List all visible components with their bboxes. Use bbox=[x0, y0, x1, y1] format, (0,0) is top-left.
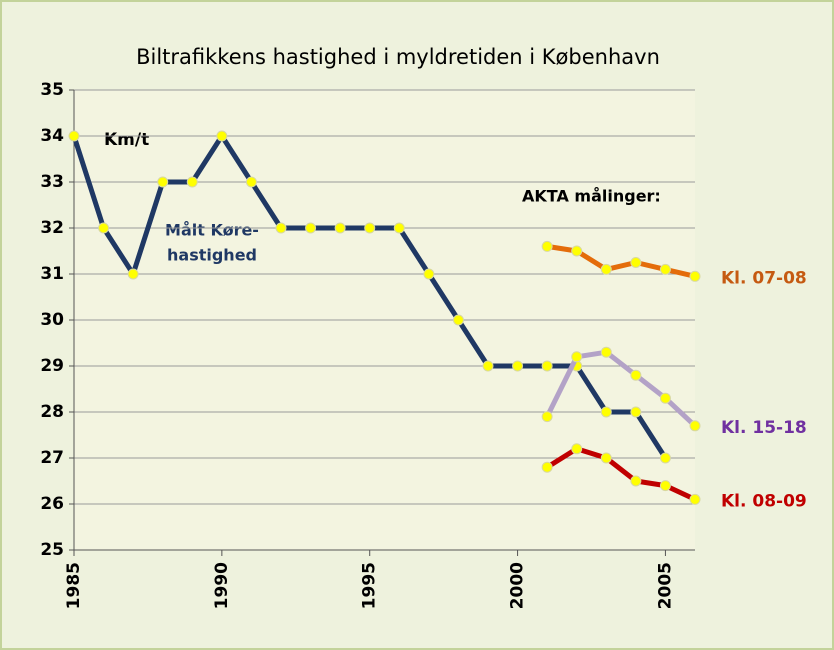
data-point bbox=[600, 263, 612, 275]
y-tick-label: 26 bbox=[40, 494, 64, 514]
y-tick-label: 25 bbox=[40, 540, 64, 560]
y-tick-label: 30 bbox=[40, 310, 64, 330]
data-point bbox=[423, 268, 435, 280]
data-point bbox=[571, 443, 583, 455]
x-tick-label: 1995 bbox=[360, 562, 380, 609]
data-point bbox=[600, 452, 612, 464]
y-tick-label: 31 bbox=[40, 264, 64, 284]
x-tick-label: 2005 bbox=[655, 562, 675, 609]
data-point bbox=[630, 257, 642, 268]
data-point bbox=[127, 268, 139, 280]
x-tick-label: 1985 bbox=[64, 562, 84, 609]
data-point bbox=[689, 270, 701, 282]
chart-title: Biltrafikkens hastighed i myldretiden i … bbox=[136, 45, 660, 69]
data-point bbox=[600, 346, 612, 358]
data-point bbox=[630, 475, 642, 487]
data-point bbox=[689, 420, 701, 432]
data-point bbox=[393, 222, 405, 234]
series-note: hastighed bbox=[167, 246, 257, 265]
data-point bbox=[305, 222, 317, 234]
data-point bbox=[659, 452, 671, 464]
data-point bbox=[659, 392, 671, 404]
y-tick-label: 28 bbox=[40, 402, 64, 422]
data-point bbox=[364, 222, 376, 234]
data-point bbox=[630, 406, 642, 418]
data-point bbox=[541, 461, 553, 473]
data-point bbox=[541, 360, 553, 372]
data-point bbox=[186, 176, 198, 188]
series-label: Kl. 15-18 bbox=[721, 418, 807, 438]
y-tick-label: 27 bbox=[40, 448, 64, 468]
data-point bbox=[541, 411, 553, 423]
group-note: AKTA målinger: bbox=[522, 187, 661, 206]
y-tick-label: 35 bbox=[40, 80, 64, 100]
data-point bbox=[571, 351, 583, 363]
data-point bbox=[482, 360, 494, 372]
data-point bbox=[216, 130, 228, 142]
data-point bbox=[245, 176, 257, 188]
y-tick-label: 34 bbox=[40, 126, 64, 146]
data-point bbox=[275, 222, 287, 234]
data-point bbox=[334, 222, 346, 234]
series-line bbox=[544, 349, 697, 428]
data-point bbox=[689, 493, 701, 505]
data-point bbox=[659, 263, 671, 275]
y-tick-label: 29 bbox=[40, 356, 64, 376]
data-point bbox=[630, 369, 642, 381]
series-label: Kl. 08-09 bbox=[721, 491, 807, 511]
data-point bbox=[571, 245, 583, 257]
series-note: Målt Køre- bbox=[165, 221, 259, 240]
data-point bbox=[659, 480, 671, 492]
data-point bbox=[68, 130, 80, 142]
unit-label: Km/t bbox=[104, 130, 149, 150]
data-point bbox=[452, 314, 464, 326]
data-point bbox=[541, 240, 553, 252]
data-point bbox=[600, 406, 612, 418]
x-tick-label: 2000 bbox=[508, 562, 528, 609]
data-point bbox=[98, 222, 110, 234]
y-tick-label: 33 bbox=[40, 172, 64, 192]
data-point bbox=[157, 176, 169, 188]
series-label: Kl. 07-08 bbox=[721, 268, 807, 288]
data-point bbox=[512, 360, 524, 372]
x-tick-label: 1990 bbox=[212, 562, 232, 609]
y-tick-label: 32 bbox=[40, 218, 64, 238]
